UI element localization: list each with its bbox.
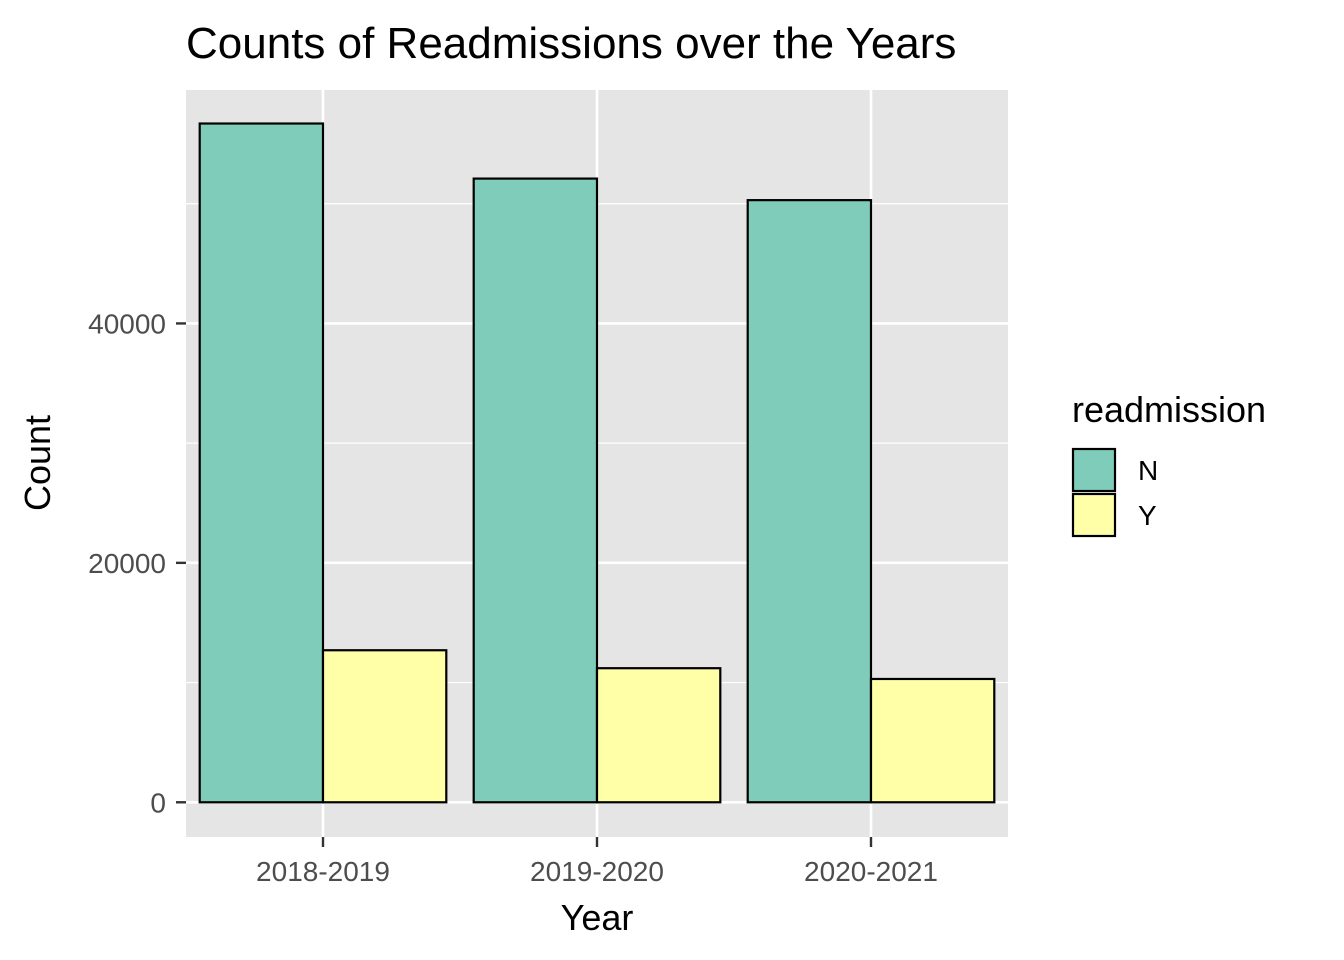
y-tick-label: 20000	[88, 548, 166, 579]
x-tick-label: 2018-2019	[256, 856, 390, 887]
bar-Y-2019-2020	[595, 667, 722, 804]
legend-title: readmission	[1072, 389, 1266, 430]
y-tick-label: 0	[150, 787, 166, 818]
legend-key-Y	[1071, 492, 1117, 538]
legend-items: NY	[1071, 447, 1158, 538]
x-tick-label: 2019-2020	[530, 856, 664, 887]
legend-label-Y: Y	[1138, 500, 1157, 531]
legend-label-N: N	[1138, 455, 1158, 486]
bars	[198, 122, 996, 804]
bar-Y-2020-2021	[869, 677, 996, 804]
legend-key-N	[1071, 447, 1117, 493]
chart-title: Counts of Readmissions over the Years	[186, 19, 956, 68]
x-axis-title: Year	[561, 897, 634, 938]
y-tick-label: 40000	[88, 308, 166, 339]
bar-Y-2018-2019	[321, 649, 448, 804]
bar-N-2020-2021	[746, 199, 873, 804]
legend: readmission NY	[1071, 389, 1266, 538]
bar-N-2018-2019	[198, 122, 325, 804]
bar-N-2019-2020	[472, 177, 599, 804]
y-axis-title: Count	[17, 415, 58, 511]
axes: 0 20000 40000 2018-2019 2019-2020 2020-2021	[88, 308, 938, 887]
x-tick-label: 2020-2021	[804, 856, 938, 887]
